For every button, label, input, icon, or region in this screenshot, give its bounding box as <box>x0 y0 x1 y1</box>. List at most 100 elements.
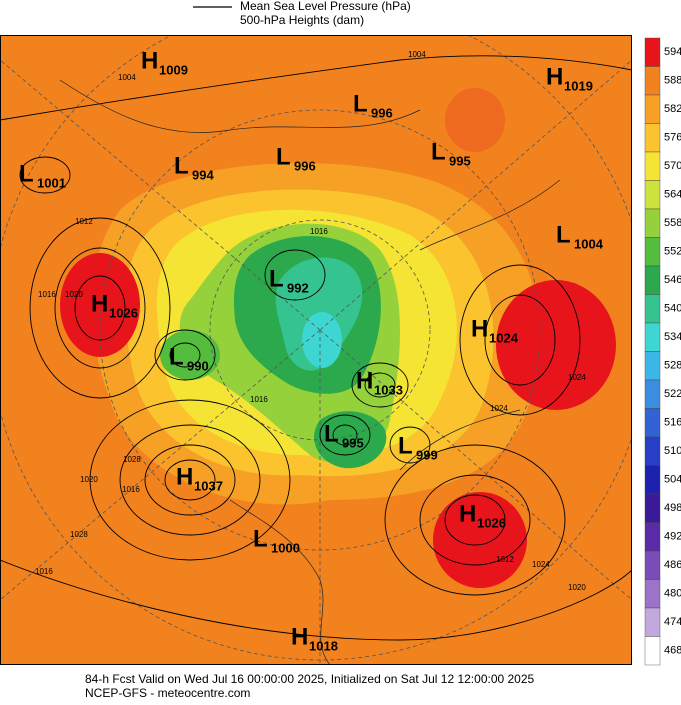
colorbar-swatch <box>644 493 661 523</box>
colorbar-label: 474 <box>664 616 681 628</box>
colorbar-swatch <box>644 351 661 381</box>
pressure-center: L 1004 <box>556 221 604 251</box>
pressure-center: L 992 <box>269 265 309 295</box>
colorbar-label: 510 <box>664 445 681 457</box>
isobar-label: 1020 <box>80 475 98 484</box>
isobar-label: 1012 <box>496 555 514 564</box>
colorbar-label: 522 <box>664 388 681 400</box>
region <box>160 330 220 380</box>
colorbar-swatch <box>644 322 661 352</box>
center-value: 1026 <box>477 515 506 530</box>
colorbar-swatch <box>644 123 661 153</box>
center-value: 999 <box>416 447 438 462</box>
pressure-center: L 999 <box>398 432 438 462</box>
colorbar: 594 588 582 576 570 564 558 552 546 540 534 528 522 5… <box>644 37 681 666</box>
colorbar-label: 546 <box>664 274 681 286</box>
center-letter: H <box>176 463 193 490</box>
isobar-label: 1016 <box>310 227 328 236</box>
center-letter: L <box>19 160 34 187</box>
colorbar-label: 486 <box>664 559 681 571</box>
colorbar-label: 468 <box>664 645 681 657</box>
center-letter: H <box>141 47 158 74</box>
colorbar-swatch <box>644 579 661 609</box>
colorbar-label: 594 <box>664 46 681 58</box>
center-value: 996 <box>371 105 393 120</box>
region <box>496 280 616 410</box>
center-letter: L <box>398 432 413 459</box>
colorbar-label: 528 <box>664 360 681 372</box>
colorbar-label: 558 <box>664 217 681 229</box>
coastlines <box>59 79 561 665</box>
colorbar-swatch <box>644 208 661 238</box>
colorbar-swatch <box>644 37 661 67</box>
colorbar-label: 576 <box>664 132 681 144</box>
colorbar-label: 552 <box>664 246 681 258</box>
pressure-center: H 1024 <box>471 315 519 345</box>
colorbar-label: 498 <box>664 502 681 514</box>
colorbar-label: 540 <box>664 303 681 315</box>
center-letter: L <box>353 90 368 117</box>
colorbar-swatch <box>644 294 661 324</box>
isobar-label: 1016 <box>35 567 53 576</box>
pressure-center: L 996 <box>353 90 393 120</box>
center-letter: L <box>169 343 184 370</box>
pressure-center: H 1033 <box>356 367 403 397</box>
region <box>314 411 387 469</box>
colorbar-label: 516 <box>664 417 681 429</box>
map <box>0 35 632 665</box>
center-value: 996 <box>294 158 316 173</box>
center-letter: L <box>253 525 268 552</box>
center-value: 1009 <box>159 62 188 77</box>
center-value: 1000 <box>271 540 300 555</box>
center-value: 1037 <box>194 478 223 493</box>
legend-fill-label: 500-hPa Heights (dam) <box>240 13 364 27</box>
pressure-center: H 1009 <box>141 47 188 77</box>
map-frame <box>0 35 632 665</box>
isobar-label: 1024 <box>532 560 550 569</box>
latitude-circles <box>0 35 632 665</box>
isobar-label: 1028 <box>123 455 141 464</box>
center-value: 1018 <box>309 638 338 653</box>
colorbar-swatch <box>644 180 661 210</box>
colorbar-label: 570 <box>664 160 681 172</box>
center-letter: H <box>91 290 108 317</box>
region <box>302 312 342 368</box>
center-value: 1004 <box>574 236 604 251</box>
isobar-label: 1028 <box>70 530 88 539</box>
colorbar-label: 480 <box>664 588 681 600</box>
isobar-label: 1024 <box>568 373 586 382</box>
pressure-center: L 1000 <box>253 525 300 555</box>
center-value: 995 <box>449 153 471 168</box>
footer-line2: NCEP-GFS - meteocentre.com <box>85 686 250 700</box>
center-value: 1019 <box>564 78 593 93</box>
center-value: 1033 <box>374 382 403 397</box>
footer-line1: 84-h Fcst Valid on Wed Jul 16 00:00:00 2… <box>85 672 535 686</box>
pressure-center: H 1026 <box>459 500 506 530</box>
colorbar-swatch <box>644 436 661 466</box>
colorbar-swatch <box>644 408 661 438</box>
isobar-label: 1024 <box>490 404 508 413</box>
region <box>433 492 527 588</box>
center-value: 1026 <box>109 305 138 320</box>
pressure-center: H 1018 <box>291 623 338 653</box>
colorbar-label: 582 <box>664 103 681 115</box>
pressure-center: L 995 <box>324 420 364 450</box>
center-letter: L <box>324 420 339 447</box>
isobar-label: 1016 <box>38 290 56 299</box>
pressure-center: L 990 <box>169 343 209 373</box>
center-value: 1001 <box>37 175 66 190</box>
region <box>445 88 505 152</box>
center-letter: L <box>556 221 571 248</box>
pressure-center: L 996 <box>276 143 316 173</box>
isobars <box>0 55 632 641</box>
center-letter: H <box>459 500 476 527</box>
center-letter: L <box>269 265 284 292</box>
colorbar-swatch <box>644 522 661 552</box>
colorbar-label: 504 <box>664 474 681 486</box>
isobar-label: 1016 <box>122 485 140 494</box>
center-letter: H <box>356 367 373 394</box>
colorbar-label: 492 <box>664 531 681 543</box>
center-letter: L <box>174 152 189 179</box>
pressure-center: L 994 <box>174 152 214 182</box>
center-letter: H <box>546 63 563 90</box>
